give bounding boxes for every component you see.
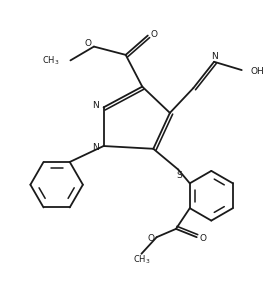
- Text: CH$_3$: CH$_3$: [133, 253, 150, 266]
- Text: O: O: [150, 30, 157, 39]
- Text: N: N: [92, 101, 99, 110]
- Text: CH$_3$: CH$_3$: [42, 54, 60, 67]
- Text: N: N: [211, 52, 217, 61]
- Text: O: O: [147, 234, 154, 243]
- Text: N: N: [92, 143, 99, 152]
- Text: OH: OH: [251, 67, 264, 76]
- Text: S: S: [177, 171, 182, 180]
- Text: O: O: [199, 234, 206, 243]
- Text: O: O: [84, 39, 91, 48]
